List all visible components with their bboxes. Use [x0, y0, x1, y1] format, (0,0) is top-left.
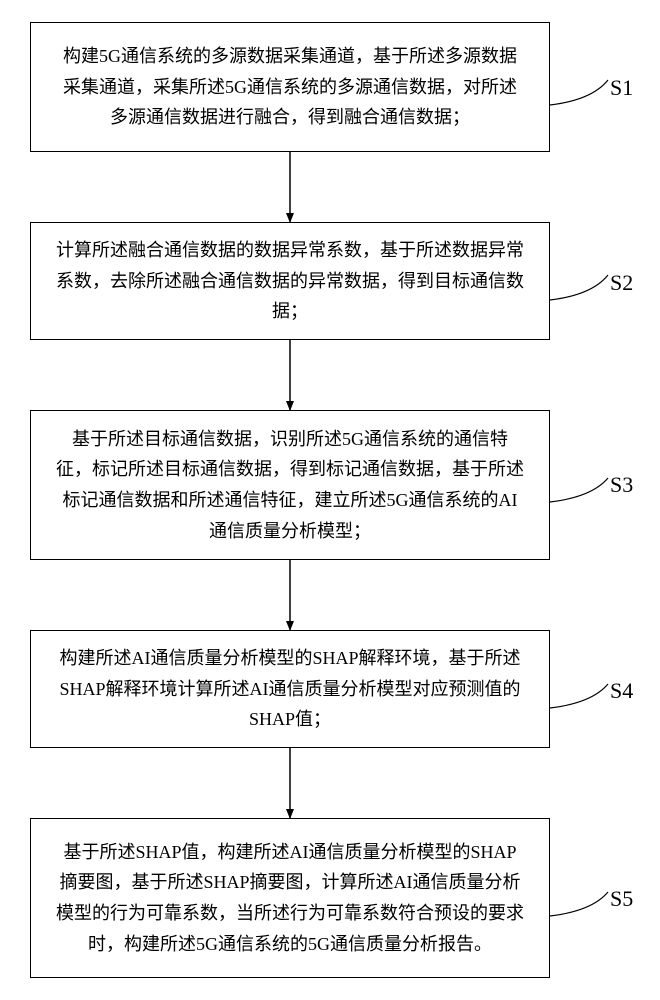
label-connector	[550, 478, 608, 502]
step-label-s3: S3	[610, 472, 633, 498]
label-text: S3	[610, 472, 633, 497]
node-text: 构建5G通信系统的多源数据采集通道，基于所述多源数据采集通道，采集所述5G通信系…	[55, 41, 525, 133]
node-text: 计算所述融合通信数据的数据异常系数，基于所述数据异常系数，去除所述融合通信数据的…	[55, 235, 525, 327]
label-text: S5	[610, 886, 633, 911]
step-label-s4: S4	[610, 678, 633, 704]
label-connector	[550, 275, 608, 300]
label-connector	[550, 892, 608, 916]
node-text: 基于所述SHAP值，构建所述AI通信质量分析模型的SHAP摘要图，基于所述SHA…	[55, 837, 525, 959]
label-text: S4	[610, 678, 633, 703]
flowchart-node-s2: 计算所述融合通信数据的数据异常系数，基于所述数据异常系数，去除所述融合通信数据的…	[30, 222, 550, 340]
step-label-s5: S5	[610, 886, 633, 912]
flowchart-node-s4: 构建所述AI通信质量分析模型的SHAP解释环境，基于所述SHAP解释环境计算所述…	[30, 630, 550, 748]
node-text: 构建所述AI通信质量分析模型的SHAP解释环境，基于所述SHAP解释环境计算所述…	[55, 643, 525, 735]
node-text: 基于所述目标通信数据，识别所述5G通信系统的通信特征，标记所述目标通信数据，得到…	[55, 424, 525, 546]
label-connector	[550, 684, 608, 708]
flowchart-node-s3: 基于所述目标通信数据，识别所述5G通信系统的通信特征，标记所述目标通信数据，得到…	[30, 410, 550, 560]
label-connector	[550, 80, 608, 105]
step-label-s1: S1	[610, 75, 633, 101]
step-label-s2: S2	[610, 270, 633, 296]
flowchart-canvas: 构建5G通信系统的多源数据采集通道，基于所述多源数据采集通道，采集所述5G通信系…	[0, 0, 660, 1000]
label-text: S2	[610, 270, 633, 295]
flowchart-node-s5: 基于所述SHAP值，构建所述AI通信质量分析模型的SHAP摘要图，基于所述SHA…	[30, 818, 550, 978]
flowchart-node-s1: 构建5G通信系统的多源数据采集通道，基于所述多源数据采集通道，采集所述5G通信系…	[30, 22, 550, 152]
label-text: S1	[610, 75, 633, 100]
